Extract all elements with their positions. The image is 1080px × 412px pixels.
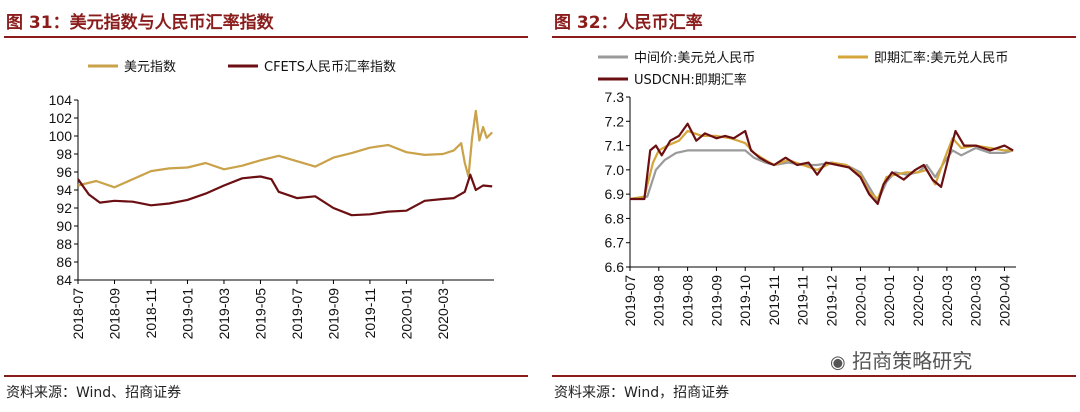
left-x-tick-label-0: 2018-07 (70, 288, 86, 340)
right-series-line-2 (630, 122, 1014, 205)
right-chart-svg: 中间价:美元兑人民币 即期汇率:美元兑人民币 USDCNH:即期汇率 6.6 6.7 6.… (598, 50, 1016, 327)
left-x-tick-label-9: 2020-01 (398, 288, 414, 340)
right-source-rule (552, 375, 1076, 377)
left-title-rule (4, 36, 528, 38)
right-legend-label-2: USDCNH:即期汇率 (634, 72, 747, 88)
right-y-tick-label-4: 7.0 (605, 162, 625, 178)
right-x-tick-label-5: 2019-11 (766, 275, 782, 326)
left-x-tick-label-4: 2019-03 (216, 288, 232, 340)
left-y-tick-label-10: 104 (49, 92, 73, 108)
right-y-tick-label-0: 6.6 (605, 259, 625, 275)
left-x-tick-label-5: 2019-05 (252, 288, 268, 340)
right-x-tick-label-8: 2020-01 (852, 275, 868, 327)
right-y-tick-label-2: 6.8 (605, 210, 625, 226)
right-x-tick-label-2: 2019-08 (680, 275, 696, 327)
left-chart-svg: 美元指数 CFETS人民币汇率指数 84 86 88 90 92 94 96 98 100 102 10… (49, 59, 494, 340)
right-source-note: 资料来源：Wind，招商证券 (554, 385, 730, 401)
left-y-tick-label-2: 88 (56, 236, 72, 252)
watermark: ◉ 招商策略研究 (830, 345, 972, 374)
left-y-tick-label-6: 96 (56, 164, 72, 180)
left-chart-panel: 图 31：美元指数与人民币汇率指数 美元指数 CFETS人民币汇率指数 84 86 88… (0, 0, 532, 412)
right-series-line-0 (629, 146, 1014, 203)
left-y-tick-label-3: 90 (56, 218, 72, 234)
right-x-tick-label-4: 2019-10 (737, 275, 753, 327)
right-x-tick-label-10: 2020-02 (910, 275, 926, 327)
left-source-rule (4, 375, 528, 377)
right-y-tick-label-6: 7.2 (605, 113, 625, 129)
left-x-tick-label-8: 2019-11 (362, 288, 378, 339)
left-legend-label-1: CFETS人民币汇率指数 (264, 59, 396, 75)
right-x-tick-label-12: 2020-03 (968, 275, 984, 327)
right-x-tick-label-6: 2019-11 (795, 275, 811, 326)
left-y-tick-label-7: 98 (56, 146, 72, 162)
left-y-tick-label-5: 94 (56, 182, 72, 198)
right-y-tick-label-3: 6.9 (605, 186, 625, 202)
right-chart-panel: 图 32：人民币汇率 中间价:美元兑人民币 即期汇率:美元兑人民币 USDCNH:即… (548, 0, 1080, 412)
right-y-tick-label-5: 7.1 (605, 138, 625, 154)
right-x-tick-label-1: 2019-08 (651, 275, 667, 327)
left-y-tick-label-4: 92 (56, 200, 72, 216)
left-x-tick-label-3: 2019-01 (179, 288, 195, 340)
right-x-tick-label-7: 2019-12 (824, 275, 840, 327)
left-y-tick-label-9: 102 (49, 110, 73, 126)
right-title-rule (552, 36, 1076, 38)
right-x-tick-label-13: 2020-04 (996, 275, 1012, 327)
right-legend-label-0: 中间价:美元兑人民币 (634, 51, 755, 66)
wechat-icon: ◉ (830, 352, 846, 373)
left-x-tick-label-7: 2019-09 (325, 288, 341, 340)
left-y-tick-label-8: 100 (49, 128, 73, 144)
watermark-text: 招商策略研究 (852, 349, 973, 373)
left-y-tick-label-0: 84 (56, 272, 72, 288)
left-chart-title: 图 31：美元指数与人民币汇率指数 (6, 13, 274, 33)
right-legend-label-1: 即期汇率:美元兑人民币 (874, 50, 1008, 66)
left-series-line-1 (77, 173, 493, 217)
right-x-tick-label-3: 2019-09 (708, 275, 724, 327)
left-series-line-0 (77, 109, 493, 189)
left-y-tick-label-1: 86 (56, 254, 72, 270)
right-y-tick-label-1: 6.7 (605, 235, 625, 251)
right-x-tick-label-11: 2020-03 (939, 275, 955, 327)
right-chart-title: 图 32：人民币汇率 (554, 13, 703, 33)
left-legend-label-0: 美元指数 (124, 60, 176, 75)
left-x-tick-label-10: 2020-03 (435, 288, 451, 340)
right-x-tick-label-9: 2020-01 (881, 275, 897, 327)
right-y-tick-label-7: 7.3 (605, 89, 625, 105)
left-x-tick-label-6: 2019-07 (289, 288, 305, 340)
left-x-tick-label-1: 2018-09 (106, 288, 122, 340)
left-source-note: 资料来源：Wind、招商证券 (6, 385, 182, 401)
left-x-tick-label-2: 2018-11 (143, 288, 159, 339)
right-x-tick-label-0: 2019-07 (622, 275, 638, 327)
right-series-line-1 (629, 129, 1014, 201)
